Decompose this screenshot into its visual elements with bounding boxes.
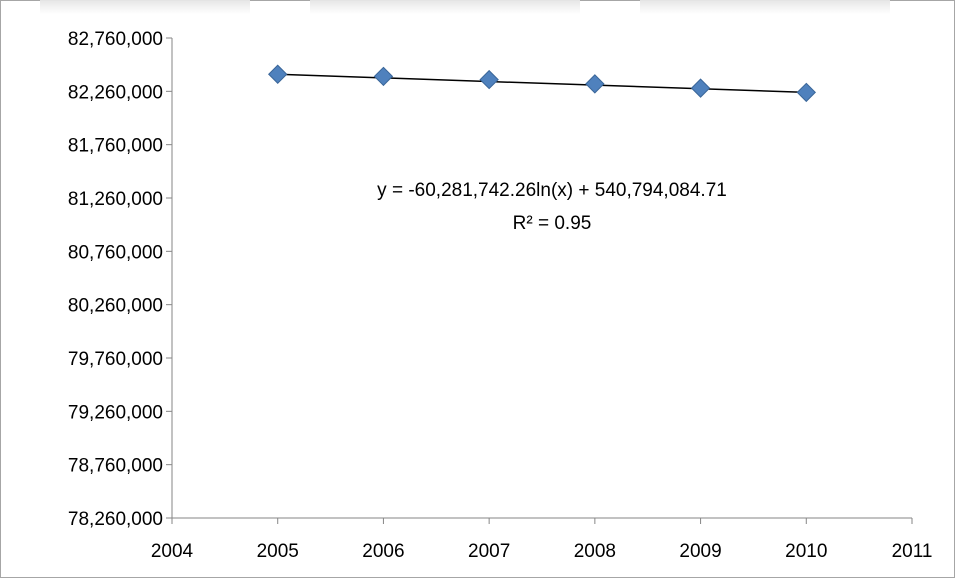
trendline-equation: y = -60,281,742.26ln(x) + 540,794,084.71: [377, 180, 727, 201]
data-point: [796, 82, 816, 103]
x-tick-label: 2004: [151, 541, 194, 562]
x-tick-label: 2007: [468, 541, 510, 562]
r-squared-label: R² = 0.95: [513, 213, 592, 234]
y-tick-label: 79,260,000: [68, 402, 163, 423]
data-point: [373, 66, 394, 87]
y-tick-label: 82,760,000: [68, 29, 163, 50]
y-tick-label: 81,760,000: [68, 136, 163, 157]
data-points: [268, 64, 816, 103]
x-tick-label: 2011: [892, 541, 933, 562]
y-axis-ticks: 82,760,000 82,260,000 81,760,000 81,260,000…: [68, 29, 172, 530]
axes: [171, 38, 912, 519]
y-tick-label: 82,260,000: [68, 82, 163, 103]
top-fade-middle: [310, 0, 580, 14]
trendline-line: [277, 73, 807, 94]
x-tick-label: 2009: [679, 541, 721, 562]
top-fade-left: [40, 0, 250, 14]
x-tick-label: 2006: [362, 541, 404, 562]
trendline: [277, 73, 807, 94]
data-point: [585, 74, 605, 94]
top-fade-right: [640, 0, 890, 14]
y-tick-label: 81,260,000: [68, 189, 163, 210]
x-tick-label: 2008: [574, 541, 616, 562]
data-point: [268, 64, 288, 84]
y-tick-label: 79,760,000: [68, 349, 163, 370]
y-tick-label: 78,760,000: [68, 456, 163, 477]
y-tick-label: 78,260,000: [68, 509, 163, 530]
y-tick-label: 80,760,000: [68, 242, 163, 263]
data-point: [479, 69, 499, 90]
x-tick-label: 2005: [257, 541, 299, 562]
x-tick-label: 2010: [785, 541, 827, 562]
y-tick-label: 80,260,000: [68, 296, 163, 317]
data-point: [690, 78, 711, 98]
x-axis-ticks: 2004 2005 2006 2007 2008 2009 2010 2011: [151, 518, 933, 562]
